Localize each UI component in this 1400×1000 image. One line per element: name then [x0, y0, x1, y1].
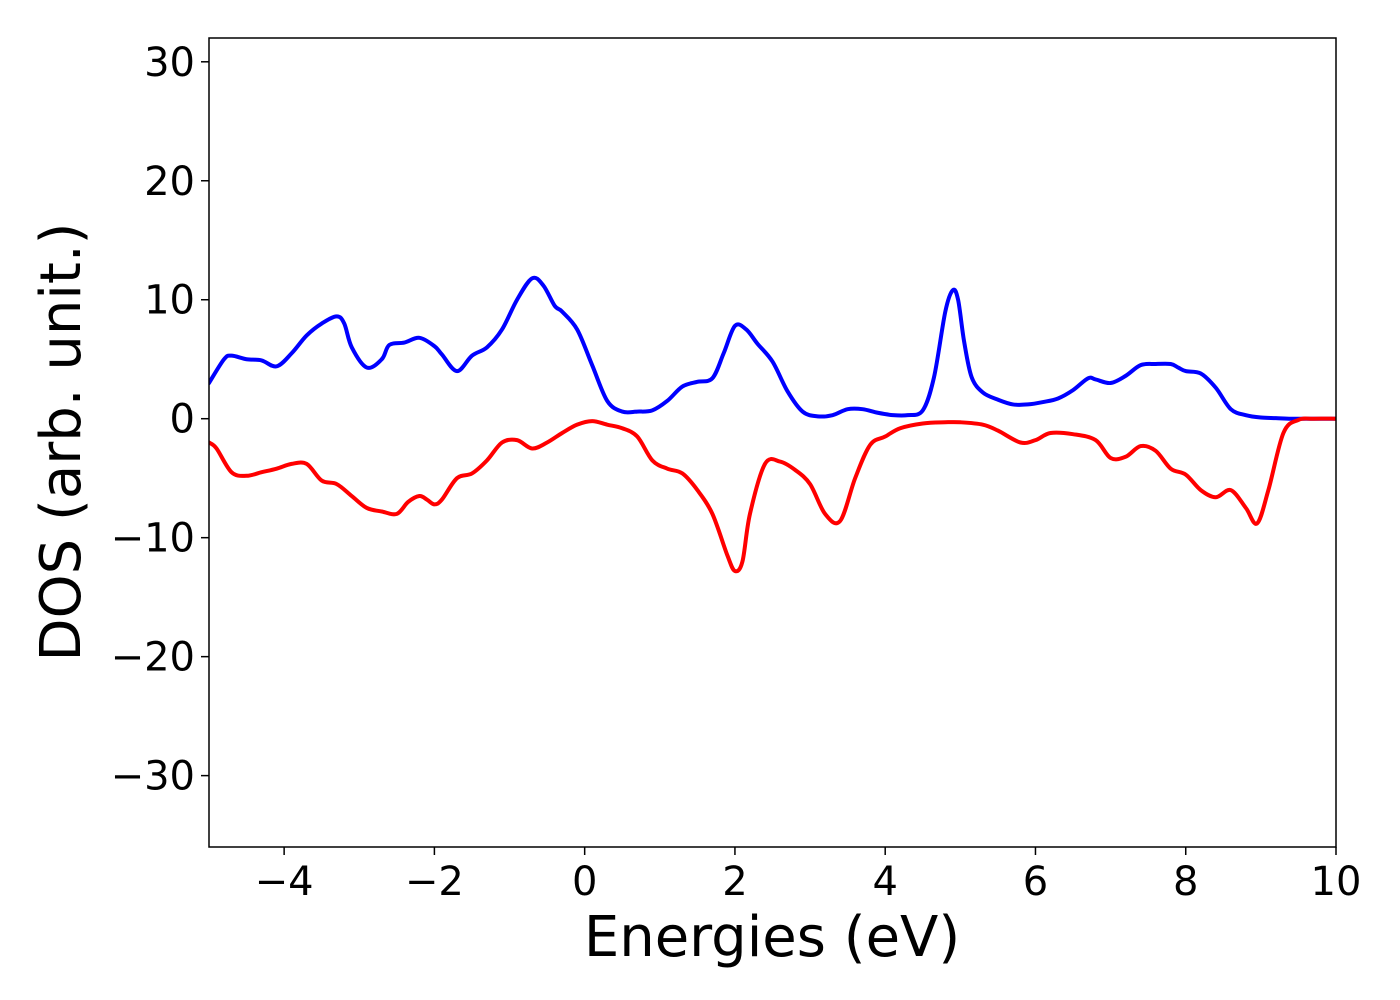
x-tick-label: 0 [572, 859, 597, 905]
dos-curve-positive [209, 275, 1336, 421]
x-tick-label: 2 [722, 859, 747, 905]
y-axis-ticks: −30 −20 −10 0 10 20 30 [111, 40, 209, 800]
dos-curve-negative [209, 416, 1336, 574]
x-tick-label: −2 [405, 859, 464, 905]
y-tick-label: −30 [111, 754, 195, 800]
x-tick-label: 6 [1023, 859, 1048, 905]
y-tick-label: 10 [144, 278, 195, 324]
y-tick-label: −20 [111, 635, 195, 681]
x-axis-label: Energies (eV) [584, 905, 960, 970]
y-tick-label: 30 [144, 40, 195, 86]
plot-frame [208, 37, 1337, 848]
x-tick-label: 4 [872, 859, 897, 905]
x-tick-label: 10 [1311, 859, 1362, 905]
x-tick-label: −4 [255, 859, 314, 905]
y-axis-label: DOS (arb. unit.) [29, 222, 94, 661]
y-tick-label: 0 [170, 397, 195, 443]
y-tick-label: −10 [111, 516, 195, 562]
x-axis-ticks: −4 −2 0 2 4 6 8 10 [255, 847, 1362, 905]
y-tick-label: 20 [144, 159, 195, 205]
plot-area [209, 38, 1336, 847]
series-layer [209, 275, 1336, 574]
x-tick-label: 8 [1173, 859, 1198, 905]
